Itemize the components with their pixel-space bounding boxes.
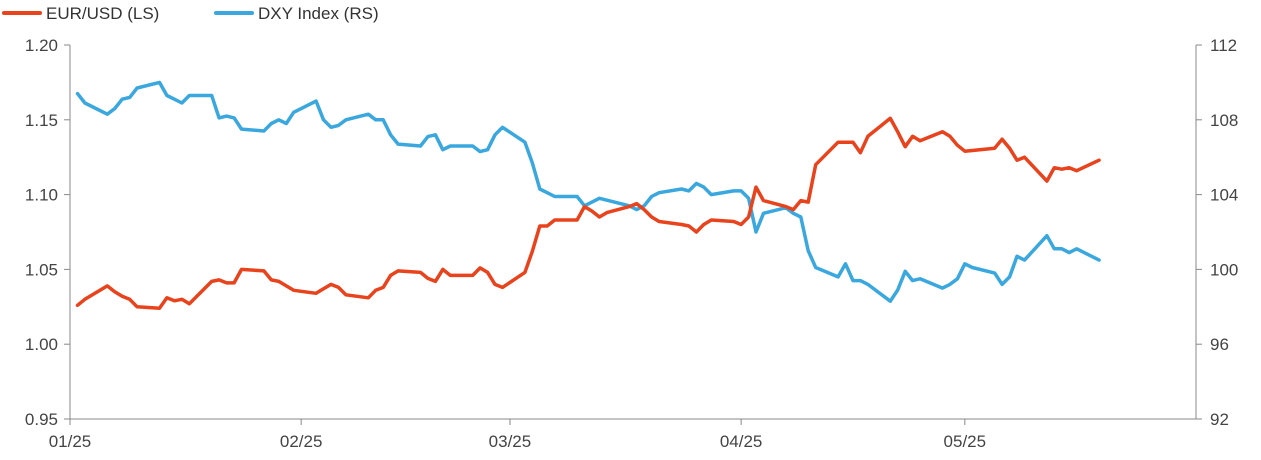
left-tick-label: 0.95 xyxy=(25,410,58,429)
left-tick-label: 1.15 xyxy=(25,111,58,130)
x-tick-label: 01/25 xyxy=(49,432,92,451)
series-line-eurusd xyxy=(75,116,1101,311)
left-tick-label: 1.00 xyxy=(25,335,58,354)
x-tick-label: 03/25 xyxy=(489,432,532,451)
series-line-dxy xyxy=(75,80,1101,303)
x-tick-label: 04/25 xyxy=(720,432,763,451)
right-tick-label: 104 xyxy=(1210,186,1238,205)
right-y-ticks: 92 96 100 104 108 112 xyxy=(1196,36,1238,429)
legend-label-dxy: DXY Index (RS) xyxy=(258,4,379,23)
right-tick-label: 108 xyxy=(1210,111,1238,130)
left-y-ticks: 0.95 1.00 1.05 1.10 1.15 1.20 xyxy=(25,36,70,429)
legend-label-eurusd: EUR/USD (LS) xyxy=(46,4,159,23)
left-tick-label: 1.10 xyxy=(25,186,58,205)
x-tick-label: 05/25 xyxy=(944,432,987,451)
series-layer xyxy=(75,80,1101,311)
legend-item-eurusd: EUR/USD (LS) xyxy=(2,4,159,23)
right-tick-label: 92 xyxy=(1210,410,1229,429)
x-tick-label: 02/25 xyxy=(280,432,323,451)
left-tick-label: 1.05 xyxy=(25,260,58,279)
right-tick-label: 112 xyxy=(1210,36,1237,55)
x-ticks: 01/25 02/25 03/25 04/25 05/25 xyxy=(49,419,986,451)
right-tick-label: 96 xyxy=(1210,335,1229,354)
right-tick-label: 100 xyxy=(1210,260,1238,279)
legend-item-dxy: DXY Index (RS) xyxy=(214,4,379,23)
left-tick-label: 1.20 xyxy=(25,36,58,55)
legend: EUR/USD (LS) DXY Index (RS) xyxy=(2,4,379,23)
